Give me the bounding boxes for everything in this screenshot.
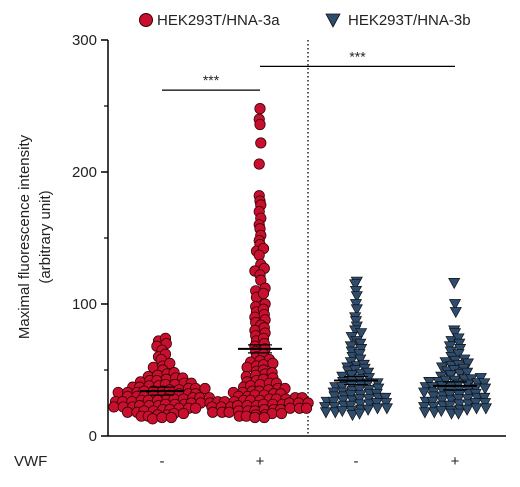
data-point-hna3b — [428, 407, 441, 419]
data-point-hna3a — [177, 407, 190, 420]
data-point-hna3a — [300, 402, 313, 414]
data-point-hna3b — [350, 304, 363, 316]
data-point-hna3a — [108, 401, 120, 413]
significance-label: *** — [203, 72, 220, 88]
data-point-hna3b — [336, 406, 349, 418]
legend-label-hna3a: HEK293T/HNA-3a — [157, 12, 280, 29]
data-point-hna3b — [448, 299, 462, 311]
data-point-hna3a — [253, 158, 265, 170]
data-point-hna3b — [353, 408, 366, 420]
data-point-hna3a — [199, 382, 211, 395]
group-label-vwf: - — [354, 453, 359, 470]
data-point-hna3a — [223, 406, 235, 418]
data-point-hna3b — [479, 383, 492, 395]
legend-marker-hna3b — [325, 13, 341, 28]
data-point-hna3b — [449, 307, 462, 319]
data-point-hna3a — [190, 402, 202, 414]
data-point-hna3b — [461, 404, 474, 416]
data-point-hna3b — [349, 279, 362, 291]
data-point-hna3b — [470, 403, 483, 415]
group-label-vwf: - — [160, 453, 165, 470]
data-point-hna3b — [319, 407, 332, 419]
data-point-hna3a — [207, 406, 219, 418]
data-point-hna3a — [112, 386, 124, 399]
data-point-hna3b — [346, 410, 359, 422]
data-point-hna3a — [147, 413, 159, 425]
data-point-hna3a — [249, 411, 261, 424]
data-point-hna3a — [241, 361, 253, 373]
legend: HEK293T/HNA-3a HEK293T/HNA-3b — [139, 12, 471, 29]
data-point-hna3a — [257, 287, 270, 300]
legend-label-hna3b: HEK293T/HNA-3b — [348, 12, 471, 29]
data-point-hna3a — [156, 411, 168, 424]
data-point-hna3a — [254, 103, 266, 115]
data-point-hna3a — [267, 357, 279, 369]
data-points — [108, 103, 492, 425]
y-axis-title-line2: (arbitrary unit) — [37, 190, 54, 283]
legend-marker-hna3a — [139, 13, 153, 27]
mean-lines — [140, 344, 477, 396]
data-point-hna3a — [258, 411, 270, 424]
group-label-vwf: + — [256, 453, 265, 470]
data-point-hna3b — [479, 403, 492, 415]
y-axis-title-line1: Maximal fluorescence intensity — [16, 134, 33, 339]
data-point-hna3a — [253, 249, 265, 261]
vwf-row-label: VWF — [14, 453, 47, 470]
data-point-hna3b — [461, 367, 474, 379]
y-tick-label: 300 — [72, 32, 97, 49]
data-point-hna3a — [255, 137, 267, 149]
data-point-hna3b — [452, 408, 465, 420]
data-point-hna3a — [122, 406, 134, 418]
y-tick-label: 200 — [72, 164, 97, 181]
data-point-hna3b — [418, 387, 431, 399]
significance-label: *** — [349, 48, 366, 64]
data-point-hna3b — [418, 407, 431, 419]
data-point-hna3b — [371, 403, 384, 415]
data-point-hna3b — [329, 407, 342, 419]
data-point-hna3b — [380, 403, 393, 415]
significance-brackets: *** *** — [162, 48, 455, 91]
data-point-hna3a — [165, 411, 177, 424]
data-point-hna3a — [164, 357, 176, 369]
data-point-hna3b — [448, 278, 461, 290]
axes: 0 100 200 300 — [72, 32, 506, 445]
y-tick-label: 0 — [89, 428, 97, 445]
data-point-hna3a — [254, 118, 266, 131]
data-point-hna3b — [435, 406, 448, 418]
y-tick-label: 100 — [72, 296, 97, 313]
group-labels: - + - + — [160, 453, 460, 470]
group-label-vwf: + — [451, 453, 460, 470]
data-point-hna3b — [350, 291, 363, 303]
data-point-hna3a — [275, 407, 288, 420]
data-point-hna3b — [355, 328, 368, 340]
data-point-hna3b — [362, 404, 375, 416]
